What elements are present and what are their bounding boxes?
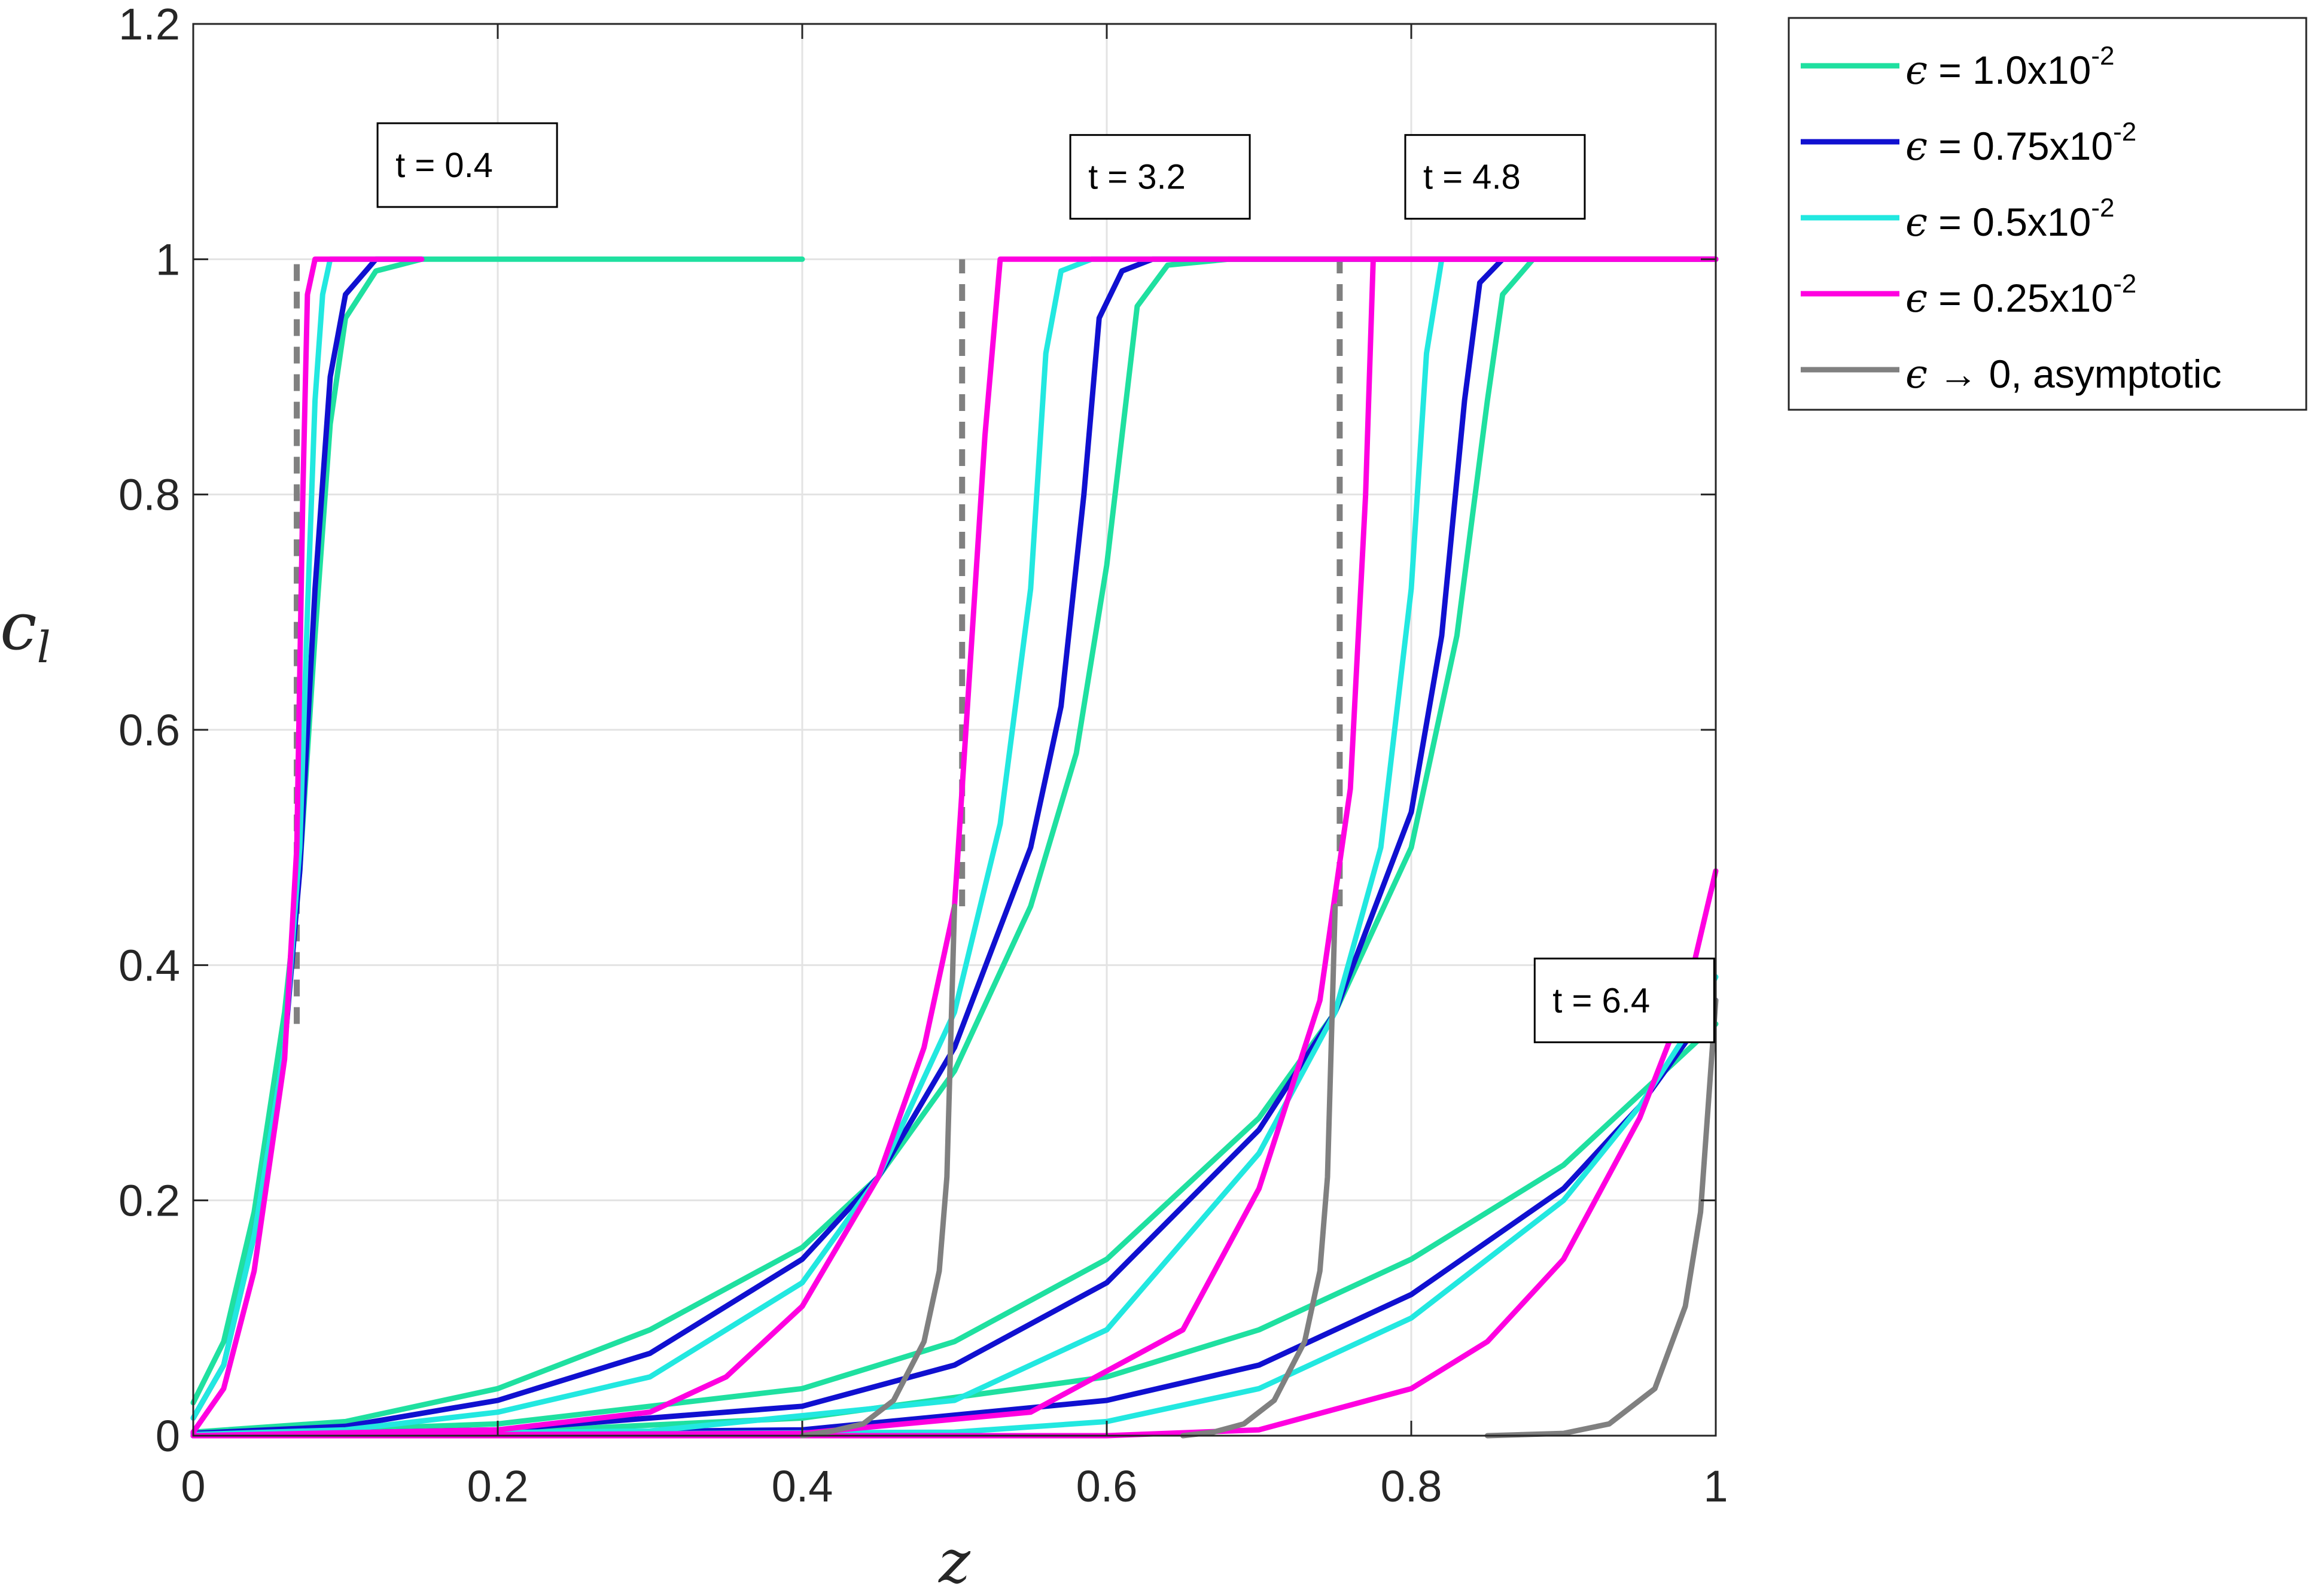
legend-entry: ϵ = 0.5x10-2 bbox=[1905, 193, 2114, 245]
y-tick-label: 0.6 bbox=[118, 705, 180, 755]
y-axis-label: cl bbox=[0, 588, 51, 672]
series-line bbox=[190, 256, 1719, 1437]
legend-exponent: -2 bbox=[2091, 193, 2114, 223]
legend-text: → 0, asymptotic bbox=[1928, 352, 2222, 396]
legend-entry: ϵ = 0.25x10-2 bbox=[1905, 269, 2136, 321]
time-annotations: t = 0.4 t = 3.2 t = 4.8 t = 6.4 bbox=[376, 122, 1715, 1043]
y-tick-label: 1.2 bbox=[118, 0, 180, 49]
series-group bbox=[190, 256, 1719, 1439]
x-tick-label: 1 bbox=[1703, 1461, 1728, 1511]
y-tick-label: 0.2 bbox=[118, 1176, 180, 1226]
legend-text: = 0.25x10 bbox=[1928, 276, 2113, 320]
series-line bbox=[190, 256, 1719, 1435]
series-line bbox=[1180, 903, 1338, 1439]
legend-text: = 0.75x10 bbox=[1928, 124, 2113, 168]
y-tick-label: 1 bbox=[156, 234, 180, 284]
series-line bbox=[190, 974, 1719, 1439]
annotation-label: t = 4.8 bbox=[1423, 158, 1521, 197]
y-axis-label-main: c bbox=[0, 588, 37, 665]
series-line bbox=[1484, 997, 1719, 1439]
x-axis-label: z bbox=[938, 1527, 971, 1596]
annotation-box bbox=[1533, 957, 1715, 1043]
series-line bbox=[190, 256, 425, 1421]
annotation-box bbox=[1069, 134, 1251, 220]
legend-symbol: ϵ bbox=[1905, 199, 1928, 245]
x-tick-label: 0.2 bbox=[467, 1461, 529, 1511]
y-tick-label: 0.4 bbox=[118, 940, 180, 990]
legend-entry: ϵ → 0, asymptotic bbox=[1905, 351, 2221, 397]
legend-symbol: ϵ bbox=[1905, 123, 1928, 169]
series-line bbox=[190, 256, 1719, 1439]
legend-entry: ϵ = 1.0x10-2 bbox=[1905, 41, 2114, 93]
x-tick-label: 0.4 bbox=[772, 1461, 833, 1511]
annotation-box bbox=[1404, 134, 1586, 220]
legend-exponent: -2 bbox=[2113, 269, 2136, 299]
x-tick-label: 0.8 bbox=[1381, 1461, 1442, 1511]
legend-symbol: ϵ bbox=[1905, 275, 1928, 321]
legend-box bbox=[1788, 17, 2307, 411]
series-line bbox=[190, 256, 425, 1435]
annotation-label: t = 3.2 bbox=[1088, 158, 1186, 197]
series-line bbox=[799, 903, 957, 1439]
legend-entry: ϵ = 0.75x10-2 bbox=[1905, 117, 2136, 169]
y-tick-label: 0 bbox=[156, 1411, 180, 1461]
x-tick-label: 0.6 bbox=[1076, 1461, 1138, 1511]
legend-symbol: ϵ bbox=[1905, 47, 1928, 93]
grid-lines bbox=[192, 23, 1717, 1437]
legend-symbol: ϵ bbox=[1905, 351, 1928, 397]
x-tick-label: 0 bbox=[181, 1461, 205, 1511]
series-line bbox=[190, 256, 1719, 1436]
annotation-label: t = 6.4 bbox=[1552, 981, 1650, 1020]
annotation-box bbox=[376, 122, 558, 208]
annotation-label: t = 0.4 bbox=[395, 146, 493, 185]
legend: ϵ = 1.0x10-2ϵ = 0.75x10-2ϵ = 0.5x10-2ϵ =… bbox=[1788, 17, 2307, 411]
y-tick-label: 0.8 bbox=[118, 470, 180, 520]
y-axis-label-subscript: l bbox=[37, 622, 51, 672]
series-line bbox=[190, 256, 1719, 1439]
series-line bbox=[190, 1021, 1719, 1439]
legend-exponent: -2 bbox=[2091, 41, 2114, 71]
legend-text: = 0.5x10 bbox=[1928, 200, 2091, 244]
series-line bbox=[190, 256, 1719, 1439]
legend-text: = 1.0x10 bbox=[1928, 48, 2091, 92]
axis-ticks: 0 0.2 0.4 0.6 0.8 1 0 0.2 0.4 0.6 0.8 1 1.2 bbox=[118, 0, 1728, 1511]
legend-exponent: -2 bbox=[2113, 117, 2136, 147]
